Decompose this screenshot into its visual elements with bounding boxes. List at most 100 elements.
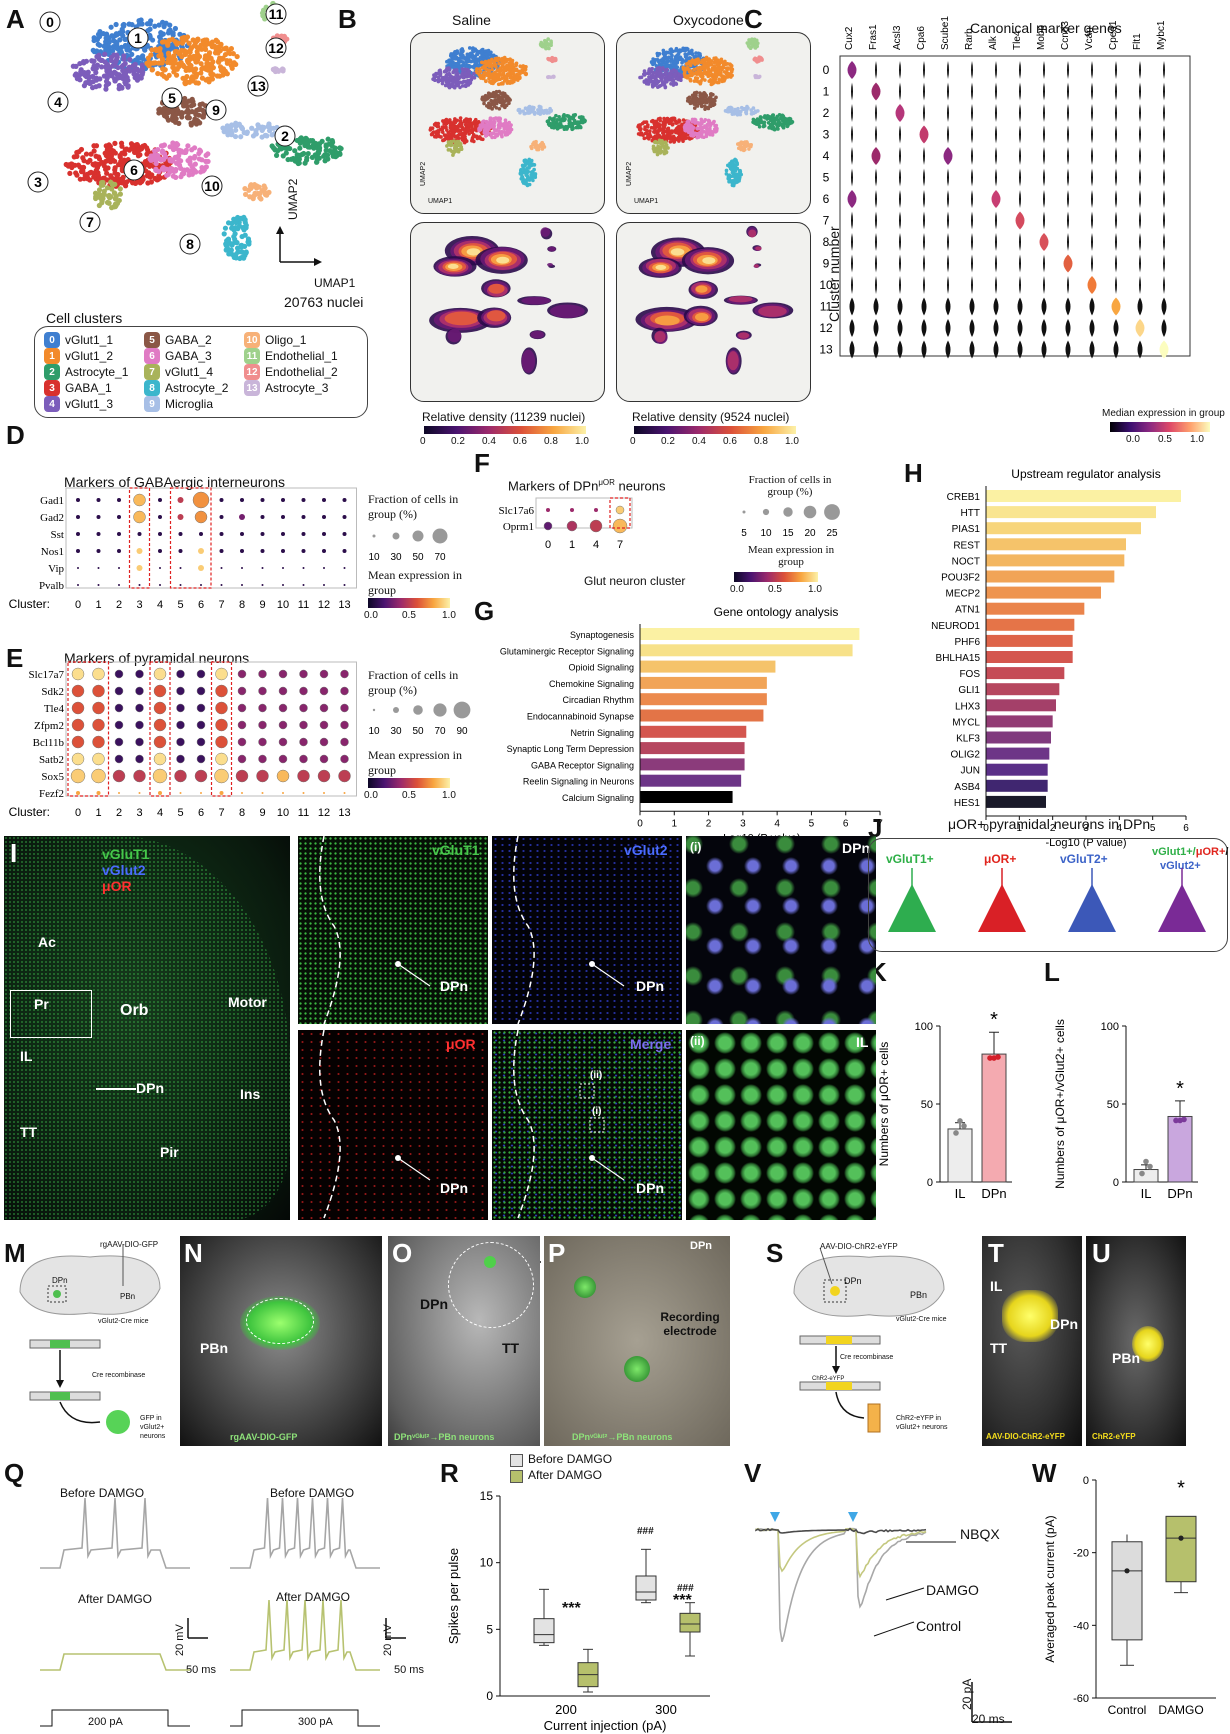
umap-point: [459, 133, 464, 137]
cluster-marker-label: 7: [86, 214, 94, 230]
panel-label-h: H: [904, 458, 923, 488]
cluster-col-1: 1: [95, 599, 101, 611]
umap-point: [497, 89, 502, 94]
umap-point: [671, 117, 676, 122]
umap-point: [151, 153, 157, 159]
umap-point: [246, 239, 252, 245]
umap-point: [526, 111, 531, 115]
umap-point: [452, 56, 457, 61]
umap-point: [495, 99, 500, 104]
umap-point: [655, 51, 660, 56]
panel-label-l: L: [1044, 957, 1060, 987]
umap-point: [103, 78, 110, 84]
violin-shape: [1137, 297, 1143, 316]
umap-point: [727, 71, 731, 76]
umap-point: [523, 71, 528, 76]
umap-point: [189, 147, 195, 153]
legend-item-2: 2 Astrocyte_1: [44, 364, 128, 380]
umap-point: [487, 64, 492, 68]
dot: [96, 498, 101, 502]
dot: [240, 498, 244, 502]
violin-shape: [923, 61, 925, 79]
cluster-marker-circle: [39, 11, 61, 33]
violin-shape: [1019, 254, 1021, 273]
umap-point: [144, 145, 150, 151]
umap-point: [745, 41, 750, 45]
umap-point: [771, 116, 776, 121]
violin-shape: [1115, 82, 1117, 101]
umap-point: [324, 152, 331, 158]
violin-shape: [851, 211, 853, 230]
umap-point: [478, 136, 483, 141]
umap-point: [657, 67, 662, 72]
umap-point: [684, 136, 689, 140]
legend-item-13: 13 Astrocyte_3: [244, 380, 328, 396]
cluster-col-4: 4: [157, 599, 163, 611]
umap-point: [673, 54, 678, 59]
umap-point: [189, 96, 195, 102]
violin-shape: [1019, 82, 1021, 101]
dot: [281, 549, 285, 553]
violin-shape: [991, 190, 1001, 208]
legend-swatch: 9: [144, 396, 160, 412]
umap-point: [437, 78, 442, 82]
violin-shape: [1115, 61, 1117, 79]
dot: [322, 498, 326, 502]
violin-shape: [1019, 61, 1021, 79]
dot: [136, 548, 143, 554]
umap-point: [280, 68, 286, 74]
umap-point: [261, 124, 267, 131]
umap-point: [473, 54, 478, 59]
panel-label-p: P: [548, 1238, 566, 1268]
umap-point: [753, 46, 758, 50]
umap-point: [685, 56, 689, 60]
umap-point: [693, 118, 698, 122]
umap-point: [726, 163, 730, 168]
umap-point: [467, 122, 472, 127]
umap-point: [112, 165, 118, 171]
umap-point: [287, 145, 293, 152]
violin-shape: [851, 254, 853, 273]
cluster-marker-circle: [79, 211, 101, 233]
legend-item-3: 3 GABA_1: [44, 380, 112, 396]
umap-point: [730, 161, 734, 166]
umap-point: [209, 76, 216, 82]
umap-point: [567, 118, 571, 123]
umap-point: [724, 172, 729, 176]
umap-point: [733, 167, 738, 172]
umap-point: [161, 24, 167, 30]
violin-shape: [873, 340, 879, 359]
cluster-marker-label: 11: [269, 6, 284, 22]
cluster-tick-9: 9: [823, 257, 830, 271]
umap-point: [698, 70, 703, 74]
umap-point: [460, 47, 465, 51]
density-tick: 1.0: [575, 436, 589, 447]
dot: [76, 498, 80, 502]
umap-point: [451, 132, 456, 137]
umap-point: [258, 196, 264, 202]
violin-shape: [971, 254, 973, 273]
dot: [301, 515, 306, 519]
umap-point: [488, 105, 493, 110]
umap-point: [298, 135, 304, 141]
umap-point: [460, 72, 464, 77]
umap-point: [454, 51, 459, 56]
dot: [323, 567, 325, 569]
umap-point: [722, 61, 727, 66]
umap-point: [581, 120, 585, 125]
violin-shape: [1115, 125, 1117, 144]
umap-point: [495, 58, 500, 63]
umap-point: [657, 125, 662, 130]
umap-point: [161, 142, 167, 148]
dot: [260, 549, 265, 553]
umap-point: [696, 66, 700, 70]
umap-point: [739, 109, 743, 114]
umap-point: [660, 75, 665, 80]
umap-point: [112, 150, 118, 156]
umap-point: [519, 172, 524, 176]
umap-point: [733, 164, 738, 169]
umap-point: [467, 46, 472, 50]
umap-point: [178, 174, 184, 180]
umap-point: [702, 68, 707, 73]
umap-point: [194, 53, 200, 60]
